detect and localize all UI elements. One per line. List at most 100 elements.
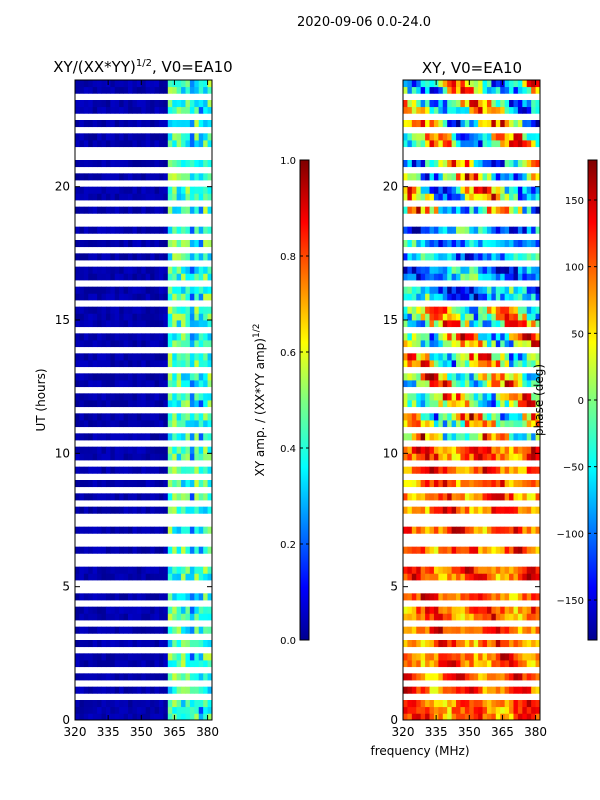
heatmap-cell: [526, 360, 532, 368]
heatmap-cell: [495, 306, 501, 314]
heatmap-cell: [442, 686, 448, 694]
heatmap-cell: [429, 293, 435, 301]
heatmap-cell: [403, 606, 408, 614]
heatmap-cell: [438, 100, 444, 108]
heatmap-cell: [114, 273, 120, 281]
heatmap-cell: [172, 506, 178, 514]
heatmap-cell: [163, 80, 169, 88]
heatmap-cell: [522, 673, 528, 681]
heatmap-cell: [114, 353, 120, 361]
heatmap-cell: [105, 526, 111, 534]
heatmap-cell: [105, 273, 111, 281]
heatmap-cell: [522, 293, 528, 301]
heatmap-cell: [207, 266, 213, 274]
heatmap-cell: [513, 640, 519, 648]
heatmap-cell: [101, 653, 107, 661]
heatmap-cell: [447, 253, 453, 261]
heatmap-cell: [119, 393, 125, 401]
heatmap-cell: [531, 506, 536, 514]
heatmap-cell: [154, 653, 160, 661]
heatmap-cell: [158, 393, 164, 401]
heatmap-cell: [531, 686, 536, 694]
heatmap-cell: [83, 160, 89, 168]
heatmap-cell: [416, 653, 422, 661]
heatmap-cell: [478, 613, 483, 621]
heatmap-cell: [464, 340, 470, 348]
heatmap-cell: [198, 400, 204, 408]
heatmap-cell: [136, 133, 142, 141]
heatmap-cell: [438, 353, 444, 361]
heatmap-cell: [491, 100, 497, 108]
heatmap-cell: [83, 593, 89, 601]
heatmap-cell: [101, 306, 107, 314]
heatmap-cell: [150, 706, 155, 714]
heatmap-cell: [119, 273, 125, 281]
heatmap-cell: [141, 253, 147, 261]
heatmap-cell: [447, 160, 453, 168]
heatmap-cell: [167, 400, 173, 408]
heatmap-cell: [416, 313, 422, 321]
heatmap-cell: [407, 206, 413, 214]
heatmap-cell: [181, 653, 186, 661]
heatmap-cell: [123, 266, 129, 274]
heatmap-cell: [132, 493, 138, 501]
heatmap-cell: [150, 206, 155, 214]
heatmap-cell: [101, 226, 107, 234]
heatmap-cell: [79, 86, 85, 94]
heatmap-cell: [163, 206, 169, 214]
heatmap-cell: [460, 626, 466, 634]
heatmap-cell: [203, 240, 208, 248]
heatmap-cell: [150, 420, 155, 428]
heatmap-cell: [522, 606, 528, 614]
right-panel-title: XY, V0=EA10: [422, 59, 522, 77]
heatmap-cell: [420, 566, 426, 574]
heatmap-cell: [185, 140, 191, 148]
heatmap-cell: [158, 306, 164, 314]
flagged-row: [403, 262, 540, 266]
heatmap-cell: [92, 373, 98, 381]
heatmap-cell: [167, 100, 173, 108]
heatmap-cell: [411, 193, 417, 201]
heatmap-cell: [513, 613, 519, 621]
heatmap-cell: [132, 626, 138, 634]
heatmap-cell: [128, 360, 133, 368]
heatmap-cell: [451, 433, 457, 441]
heatmap-cell: [486, 400, 492, 408]
heatmap-cell: [83, 173, 89, 181]
heatmap-cell: [403, 353, 408, 361]
heatmap-cell: [150, 293, 155, 301]
heatmap-cell: [456, 86, 461, 94]
heatmap-cell: [420, 140, 426, 148]
heatmap-cell: [203, 480, 208, 488]
heatmap-cell: [207, 133, 213, 141]
heatmap-cell: [517, 613, 523, 621]
heatmap-cell: [464, 566, 470, 574]
heatmap-cell: [136, 86, 142, 94]
heatmap-cell: [189, 373, 195, 381]
heatmap-cell: [420, 573, 426, 581]
heatmap-cell: [535, 133, 541, 141]
heatmap-cell: [522, 160, 528, 168]
heatmap-cell: [478, 133, 483, 141]
heatmap-cell: [185, 106, 191, 114]
heatmap-cell: [172, 573, 178, 581]
heatmap-cell: [531, 193, 536, 201]
heatmap-cell: [207, 86, 213, 94]
heatmap-cell: [411, 593, 417, 601]
heatmap-cell: [460, 526, 466, 534]
heatmap-cell: [517, 333, 523, 341]
heatmap-cell: [145, 306, 151, 314]
heatmap-cell: [154, 566, 160, 574]
heatmap-cell: [101, 106, 107, 114]
heatmap-cell: [114, 400, 120, 408]
heatmap-cell: [478, 506, 483, 514]
heatmap-cell: [429, 320, 435, 328]
heatmap-cell: [526, 466, 532, 474]
heatmap-cell: [535, 573, 541, 581]
heatmap-cell: [176, 506, 182, 514]
heatmap-cell: [75, 626, 80, 634]
heatmap-cell: [509, 240, 514, 248]
heatmap-cell: [469, 506, 475, 514]
heatmap-cell: [92, 333, 98, 341]
heatmap-cell: [438, 640, 444, 648]
